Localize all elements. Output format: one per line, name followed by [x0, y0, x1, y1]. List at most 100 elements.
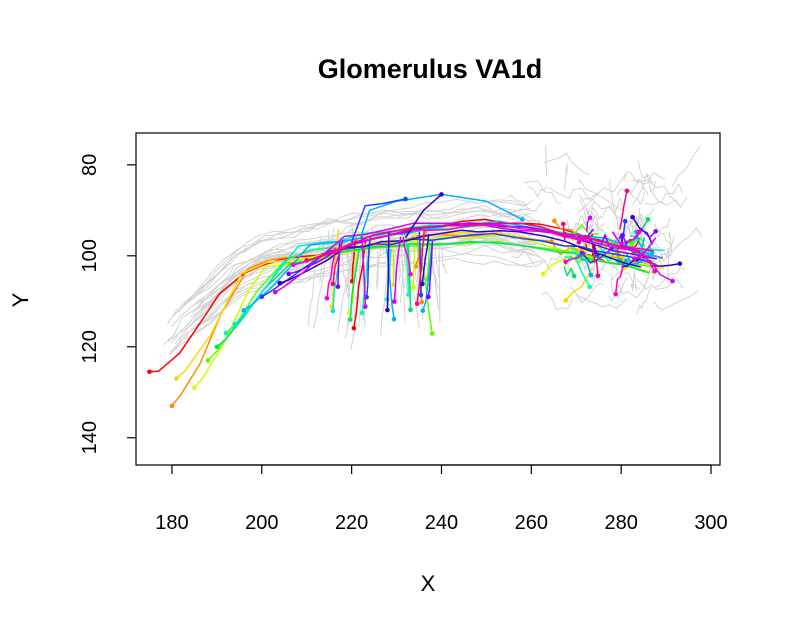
x-axis-label: X [421, 571, 436, 596]
branch-endpoint [576, 240, 582, 245]
background-branch [615, 277, 649, 299]
highlighted-branch [402, 236, 412, 275]
background-branch [651, 183, 683, 204]
background-branch [653, 289, 699, 311]
highlighted-branch [427, 241, 434, 297]
branch-endpoint [385, 307, 390, 313]
background-branch [575, 293, 628, 309]
background-branch [504, 236, 547, 262]
y-tick-label: 140 [79, 421, 101, 454]
branch-endpoint [335, 284, 341, 289]
trace-start-point [272, 289, 278, 295]
x-tick-label: 300 [694, 512, 727, 534]
background-branch [652, 266, 685, 289]
branch-endpoint [587, 215, 593, 221]
branch-endpoint [391, 282, 396, 288]
branch-endpoint [620, 232, 625, 238]
y-tick-label: 120 [79, 330, 101, 363]
branch-endpoint [408, 307, 413, 313]
branch-endpoint [426, 294, 431, 300]
highlighted-branch [385, 248, 395, 320]
branch-endpoint [588, 273, 594, 278]
highlighted-branch [365, 236, 372, 298]
branch-endpoint [418, 292, 424, 298]
highlighted-branch [644, 260, 673, 282]
branch-endpoint [348, 317, 353, 322]
background-trace [196, 209, 532, 303]
branch-endpoint [571, 273, 577, 279]
highlighted-trace [279, 229, 641, 284]
background-neuron-traces [163, 145, 703, 356]
background-branch [667, 251, 670, 282]
background-branch [657, 232, 675, 246]
highlighted-branch [361, 235, 367, 307]
trace-start-point [259, 294, 265, 300]
branch-endpoint [624, 188, 630, 194]
background-branch [671, 145, 701, 187]
background-branch [641, 173, 657, 192]
background-branch [400, 238, 407, 324]
background-branch [590, 261, 618, 290]
y-tick-label: 100 [79, 239, 101, 272]
background-branch [347, 228, 358, 268]
trace-start-point [147, 369, 152, 375]
background-branch [544, 152, 590, 176]
branch-endpoint [330, 308, 336, 314]
background-branch [637, 160, 654, 184]
background-branch [343, 243, 358, 300]
branch-endpoint [363, 304, 368, 310]
background-branch [380, 241, 392, 336]
trace-start-point [174, 376, 179, 381]
highlighted-branch [635, 231, 646, 249]
highlighted-branch [337, 242, 341, 287]
background-trace [172, 205, 532, 317]
x-axis: 180 200 220 240 260 280 300 [155, 464, 728, 534]
branch-endpoint [439, 192, 444, 197]
x-tick-label: 260 [515, 512, 548, 534]
branch-endpoint [613, 291, 618, 297]
branch-endpoint [563, 259, 568, 265]
branch-endpoint [595, 273, 601, 278]
background-branch [645, 196, 688, 208]
branch-endpoint [391, 316, 397, 322]
highlighted-branch [393, 236, 402, 302]
background-trace [166, 199, 528, 325]
trace-start-point [223, 330, 229, 336]
trace-start-point [286, 271, 292, 277]
background-branch [664, 247, 670, 259]
background-branch [570, 282, 605, 304]
highlighted-branch [416, 230, 425, 304]
background-branch [636, 278, 684, 290]
x-tick-label: 200 [245, 512, 278, 534]
highlighted-branch [386, 231, 390, 311]
background-branch [578, 194, 596, 216]
branch-endpoint [552, 218, 557, 224]
background-branch [511, 249, 552, 272]
highlighted-branch [404, 193, 442, 239]
highlighted-branch [562, 223, 567, 242]
background-branch [656, 252, 673, 264]
highlighted-branch [563, 266, 575, 277]
highlighted-branch [634, 256, 656, 272]
background-branch [416, 234, 424, 320]
trace-start-point [214, 344, 220, 350]
branch-endpoint [670, 278, 675, 284]
background-branch [636, 286, 651, 315]
branch-endpoint [408, 271, 413, 277]
branch-endpoint [351, 325, 357, 331]
chart-title: Glomerulus VA1d [318, 54, 543, 84]
x-tick-label: 240 [425, 512, 458, 534]
background-branch [578, 178, 627, 212]
background-branch [523, 180, 562, 204]
highlighted-branch [421, 233, 430, 284]
y-tick-label: 80 [79, 154, 101, 176]
branch-endpoint [406, 292, 411, 297]
trace-start-point [232, 321, 238, 327]
background-branch [307, 234, 322, 326]
branch-endpoint [403, 196, 408, 202]
branch-endpoint [520, 217, 525, 222]
y-axis-label: Y [8, 292, 33, 307]
background-trace [177, 206, 538, 313]
highlighted-branch [652, 262, 681, 268]
highlighted-branch [332, 239, 344, 284]
